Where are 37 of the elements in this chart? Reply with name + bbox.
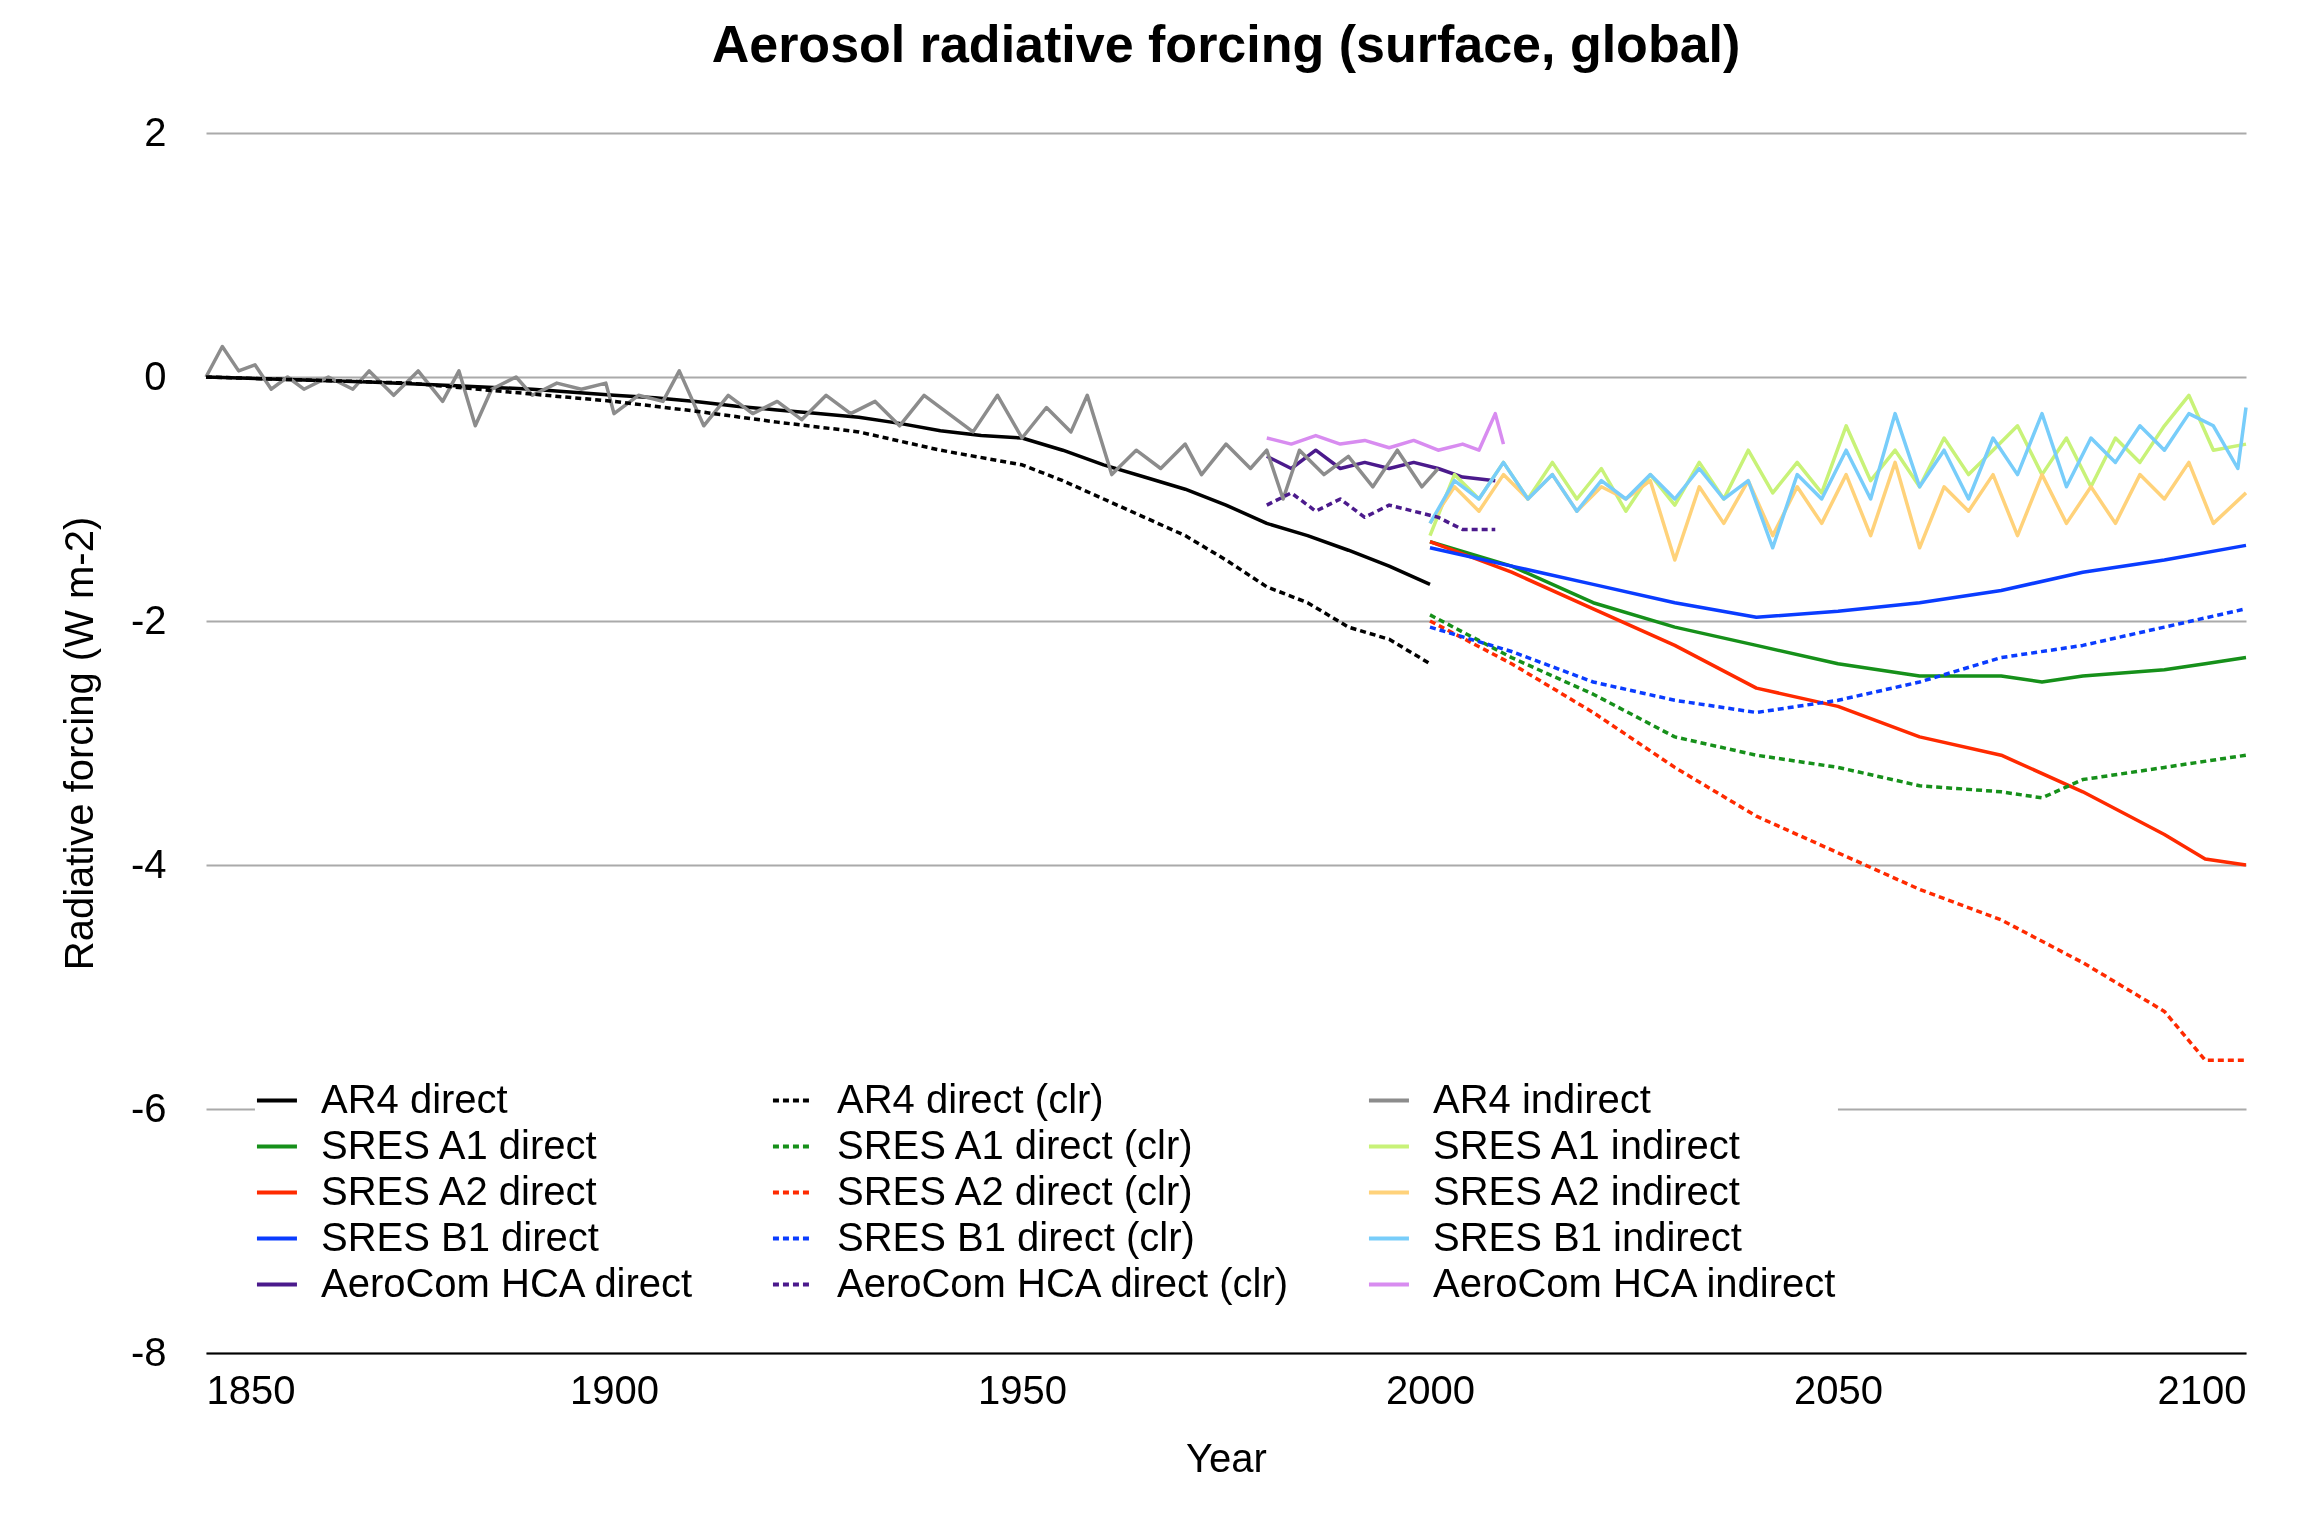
legend-label: SRES B1 indirect <box>1432 1214 1742 1259</box>
legend-label: AeroCom HCA indirect <box>1432 1260 1836 1305</box>
legend-label: SRES A1 direct <box>320 1122 597 1167</box>
legend-label: SRES A2 direct <box>320 1168 597 1213</box>
legend-label: SRES A2 indirect <box>1432 1168 1740 1213</box>
y-tick-label: -2 <box>130 597 167 642</box>
legend-label: SRES A1 indirect <box>1432 1122 1740 1167</box>
x-tick-label: 1950 <box>978 1367 1067 1412</box>
legend-label: SRES A2 direct (clr) <box>836 1168 1193 1213</box>
line-series <box>1265 491 1498 532</box>
legend-label: AR4 direct (clr) <box>836 1076 1104 1121</box>
x-tick-label: 2100 <box>2157 1367 2247 1412</box>
legend-label: SRES B1 direct (clr) <box>836 1214 1195 1259</box>
x-tick-label: 1900 <box>570 1367 659 1412</box>
x-tick-label: 1850 <box>206 1367 296 1412</box>
x-tick-label: 2000 <box>1386 1367 1475 1412</box>
chart-title: Aerosol radiative forcing (surface, global) <box>711 15 1741 73</box>
line-series <box>1265 411 1506 452</box>
legend-label: AR4 direct <box>320 1076 508 1121</box>
legend-label: AeroCom HCA direct (clr) <box>836 1260 1289 1305</box>
legend-label: AR4 indirect <box>1432 1076 1651 1121</box>
line-series <box>1428 539 2248 867</box>
x-axis-title: Year <box>1186 1435 1267 1480</box>
legend-label: SRES A1 direct (clr) <box>836 1122 1193 1167</box>
y-axis-title: Radiative forcing (W m-2) <box>56 516 101 971</box>
y-tick-label: 2 <box>144 109 167 154</box>
legend-label: AeroCom HCA direct <box>320 1260 693 1305</box>
line-series <box>1428 405 2248 550</box>
y-tick-label: -4 <box>130 841 167 886</box>
legend-label: SRES B1 direct <box>320 1214 599 1259</box>
line-series <box>204 344 1440 501</box>
y-tick-label: -6 <box>130 1085 167 1130</box>
line-series <box>1428 543 2248 620</box>
y-tick-label: 0 <box>144 353 167 398</box>
x-tick-label: 2050 <box>1794 1367 1883 1412</box>
line-series <box>1428 613 2248 800</box>
y-tick-label: -8 <box>130 1329 167 1374</box>
